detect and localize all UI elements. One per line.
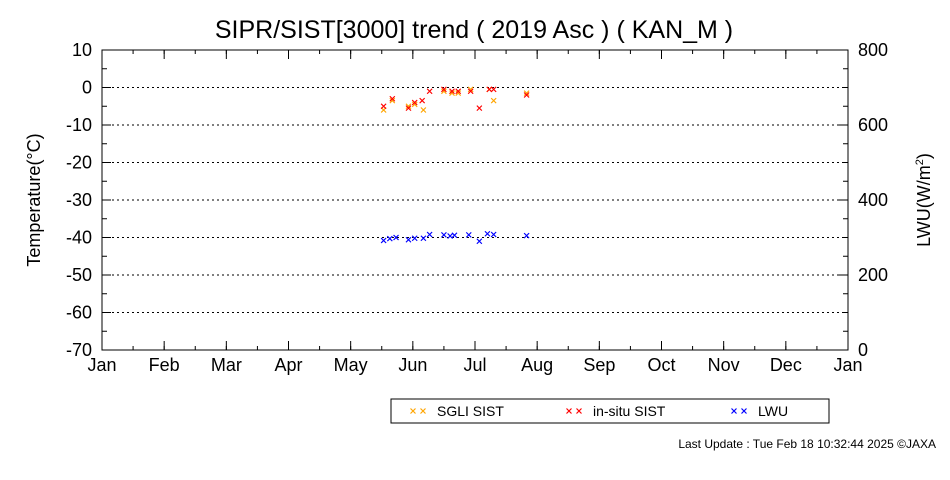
lwu-point (405, 236, 412, 243)
y-tick-label: -70 (66, 340, 92, 360)
x-tick-label: Oct (647, 355, 675, 375)
sgli-sist-point (440, 88, 447, 95)
x-tick-label: Jun (398, 355, 427, 375)
in-situ-sist-point (411, 99, 418, 106)
y-axis-label: Temperature(°C) (24, 133, 44, 266)
y-axis-left: 10 0 -10 -20 -30 -40 -50 -60 -70 (66, 40, 111, 360)
y-tick-label: -30 (66, 190, 92, 210)
chart-title: SIPR/SIST[3000] trend ( 2019 Asc ) ( KAN… (215, 16, 733, 44)
legend-box (390, 398, 830, 424)
legend: SGLI SIST in-situ SIST LWU (390, 398, 830, 424)
legend-label: SGLI SIST (437, 403, 504, 419)
legend-marker (731, 408, 737, 414)
legend-marker (566, 408, 572, 414)
x-tick-label: Jul (463, 355, 486, 375)
y2-tick-label: 600 (858, 115, 888, 135)
lwu-point (420, 235, 427, 242)
legend-marker (576, 408, 582, 414)
x-tick-label: Nov (708, 355, 740, 375)
in-situ-sist-point (380, 103, 387, 110)
in-situ-sist-point (449, 88, 455, 95)
grid-lines (102, 87, 848, 313)
lwu-point (465, 231, 472, 238)
x-tick-label: Sep (583, 355, 615, 375)
y-tick-label: -20 (66, 153, 92, 173)
lwu-point (426, 231, 433, 238)
sgli-sist-point (449, 90, 455, 97)
in-situ-sist-point (467, 88, 474, 95)
data-points (380, 86, 530, 245)
x-axis: Jan Feb Mar Apr May Jun Jul Aug Sep Oct Nov Dec Jan (87, 50, 863, 375)
sgli-sist-point (420, 107, 427, 113)
in-situ-sist-point (523, 92, 530, 98)
y2-label-base: LWU(W/m (914, 165, 934, 247)
x-tick-label: Feb (149, 355, 180, 375)
in-situ-sist-point (426, 88, 433, 95)
y2-label-superscript: 2 (914, 159, 926, 165)
in-situ-sist-point (486, 86, 493, 93)
legend-marker (410, 408, 416, 414)
last-update-text: Last Update : Tue Feb 18 10:32:44 2025 ©… (678, 437, 936, 451)
lwu-point (393, 234, 399, 241)
x-tick-label: Apr (274, 355, 302, 375)
lwu-point (380, 237, 387, 244)
lwu-point (440, 231, 447, 238)
legend-label: in-situ SIST (593, 403, 666, 419)
in-situ-sist-point (455, 88, 462, 95)
lwu-point (490, 231, 497, 238)
sgli-sist-point (523, 90, 530, 97)
x-tick-label: May (334, 355, 368, 375)
lwu-point (451, 232, 458, 239)
y-tick-label: 10 (72, 40, 92, 60)
y-tick-label: -10 (66, 115, 92, 135)
y-tick-label: 0 (82, 78, 92, 98)
legend-marker (420, 408, 426, 414)
y-tick-label: -40 (66, 228, 92, 248)
x-tick-label: Dec (770, 355, 802, 375)
x-tick-label: Aug (521, 355, 553, 375)
in-situ-sist-point (419, 97, 426, 104)
in-situ-sist-point (389, 95, 396, 102)
in-situ-sist-point (476, 105, 483, 112)
sgli-sist-point (455, 90, 462, 97)
lwu-point (523, 232, 530, 239)
sgli-sist-point (389, 97, 396, 104)
y-tick-label: -50 (66, 265, 92, 285)
sgli-sist-point (405, 103, 412, 110)
lwu-point (476, 238, 483, 245)
y2-axis-label: LWU(W/m2) (914, 153, 934, 247)
y-tick-label: -60 (66, 303, 92, 323)
y2-tick-label: 200 (858, 265, 888, 285)
y2-tick-label: 800 (858, 40, 888, 60)
y2-label-end: ) (914, 153, 934, 159)
legend-label: LWU (758, 403, 788, 419)
sgli-sist-point (467, 86, 474, 93)
sgli-sist-point (411, 101, 418, 108)
lwu-point (386, 235, 393, 242)
lwu-point (411, 235, 418, 242)
x-tick-label: Jan (833, 355, 862, 375)
y2-tick-label: 0 (858, 340, 868, 360)
lwu-point (484, 230, 491, 237)
in-situ-sist-point (405, 105, 412, 112)
in-situ-sist-point (490, 86, 497, 93)
in-situ-sist-point (440, 86, 447, 93)
y-axis-right: 800 600 400 200 0 (839, 40, 888, 360)
lwu-point (447, 233, 454, 239)
legend-marker (741, 408, 747, 414)
y2-tick-label: 400 (858, 190, 888, 210)
x-tick-label: Jan (87, 355, 116, 375)
sgli-sist-point (490, 97, 497, 104)
x-tick-label: Mar (211, 355, 242, 375)
